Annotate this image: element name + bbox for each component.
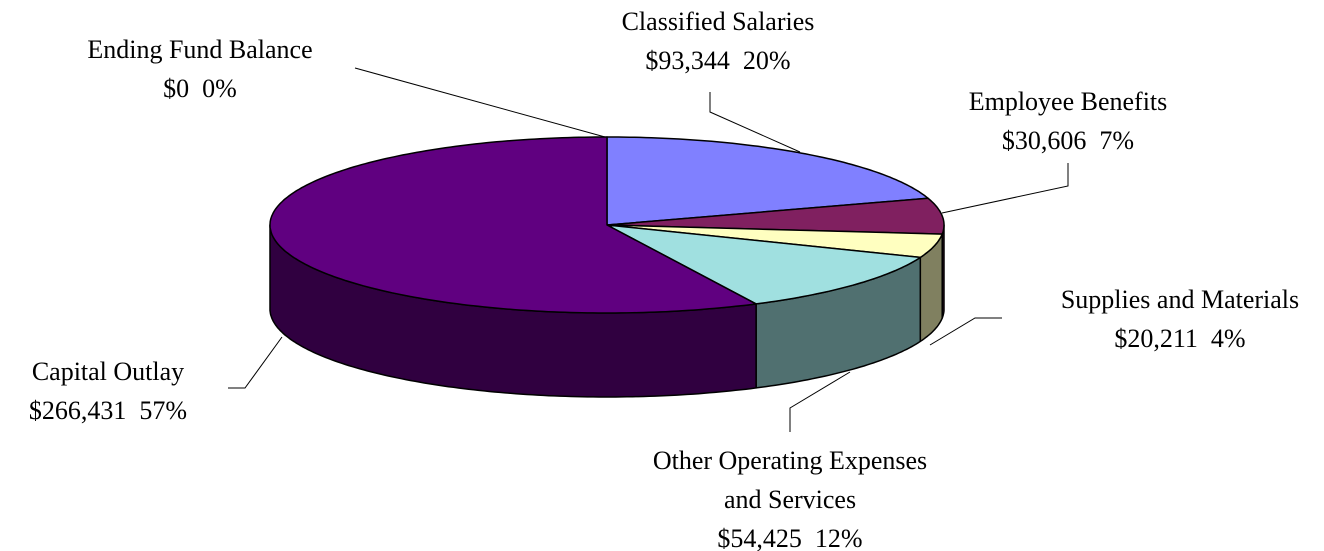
category-label: Employee Benefits bbox=[968, 87, 1168, 116]
leader-line bbox=[789, 371, 851, 432]
leader-line bbox=[709, 92, 801, 153]
value-label: $93,344 20% bbox=[645, 46, 791, 75]
slice-label: Supplies and Materials $20,211 4% bbox=[1030, 280, 1324, 358]
slice bbox=[269, 136, 757, 314]
leader-line bbox=[941, 163, 1069, 214]
leader-line bbox=[228, 336, 283, 389]
category-label: Supplies and Materials bbox=[1060, 285, 1300, 314]
slice-label: Ending Fund Balance $0 0% bbox=[20, 30, 380, 108]
value-label: $54,425 12% bbox=[717, 524, 863, 551]
slice-label: Other Operating Expenses and Services $54… bbox=[640, 441, 940, 551]
value-label: $30,606 7% bbox=[1001, 126, 1135, 155]
slice-label: Classified Salaries $93,344 20% bbox=[558, 2, 878, 80]
value-label: $0 0% bbox=[163, 74, 237, 103]
slice-label: Employee Benefits $30,606 7% bbox=[918, 82, 1218, 160]
category-label: Capital Outlay bbox=[31, 357, 185, 386]
slice bbox=[606, 136, 929, 226]
slice bbox=[606, 197, 945, 235]
leader-line bbox=[929, 317, 1002, 346]
value-label: $266,431 57% bbox=[28, 396, 188, 425]
category-label: Classified Salaries bbox=[621, 7, 815, 36]
leader-line bbox=[354, 67, 606, 138]
slice-label: Capital Outlay $266,431 57% bbox=[0, 352, 218, 430]
slice bbox=[606, 224, 922, 305]
category-label: Ending Fund Balance bbox=[87, 35, 313, 64]
value-label: $20,211 4% bbox=[1114, 324, 1246, 353]
category-label: Other Operating Expenses and Services bbox=[652, 446, 928, 514]
